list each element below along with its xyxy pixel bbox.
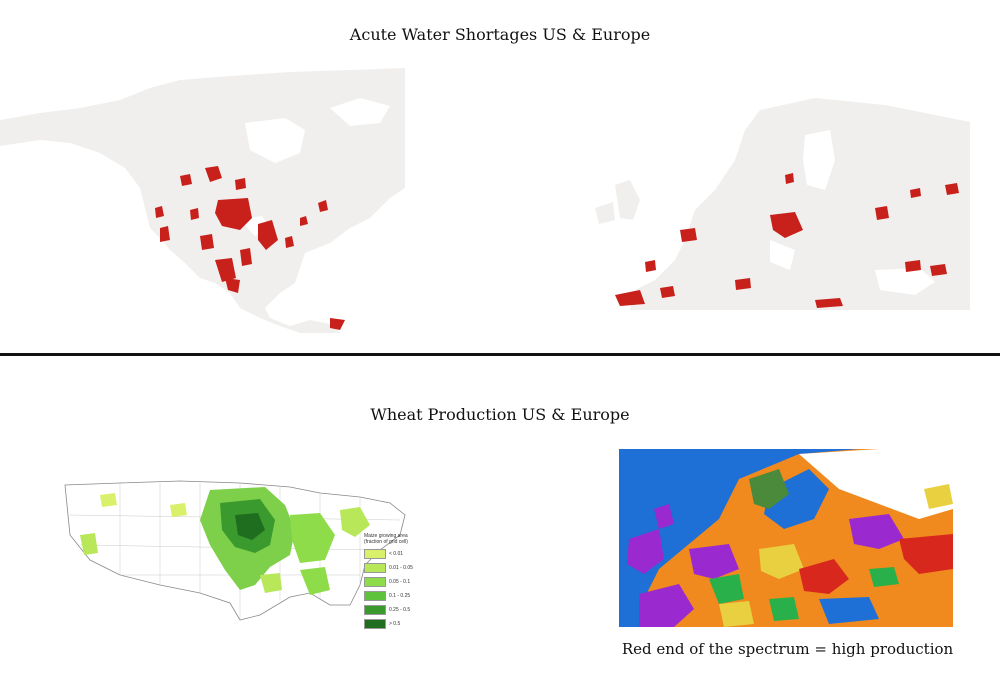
- europe-water-shortage-map: [595, 98, 970, 310]
- legend-item: 0.25 - 0.5: [364, 605, 424, 615]
- legend-item: 0.1 - 0.25: [364, 591, 424, 601]
- legend-item: 0.05 - 0.1: [364, 577, 424, 587]
- legend-item: 0.01 - 0.05: [364, 563, 424, 573]
- legend-title-line1: Maize growing area: [364, 533, 408, 539]
- section-divider: [0, 353, 1000, 356]
- water-shortage-title: Acute Water Shortages US & Europe: [349, 25, 651, 44]
- legend-item: > 0.5: [364, 619, 424, 629]
- wheat-production-title: Wheat Production US & Europe: [370, 405, 630, 424]
- wheat-map-caption: Red end of the spectrum = high productio…: [621, 640, 954, 658]
- legend-item: < 0.01: [364, 549, 424, 559]
- maize-legend: Maize growing area (fraction of grid cel…: [364, 533, 424, 629]
- europe-wheat-production-map: [619, 449, 953, 627]
- north-america-water-shortage-map: [0, 68, 405, 333]
- legend-title-line2: (fraction of grid cell): [364, 539, 408, 545]
- us-wheat-production-map: [64, 480, 406, 621]
